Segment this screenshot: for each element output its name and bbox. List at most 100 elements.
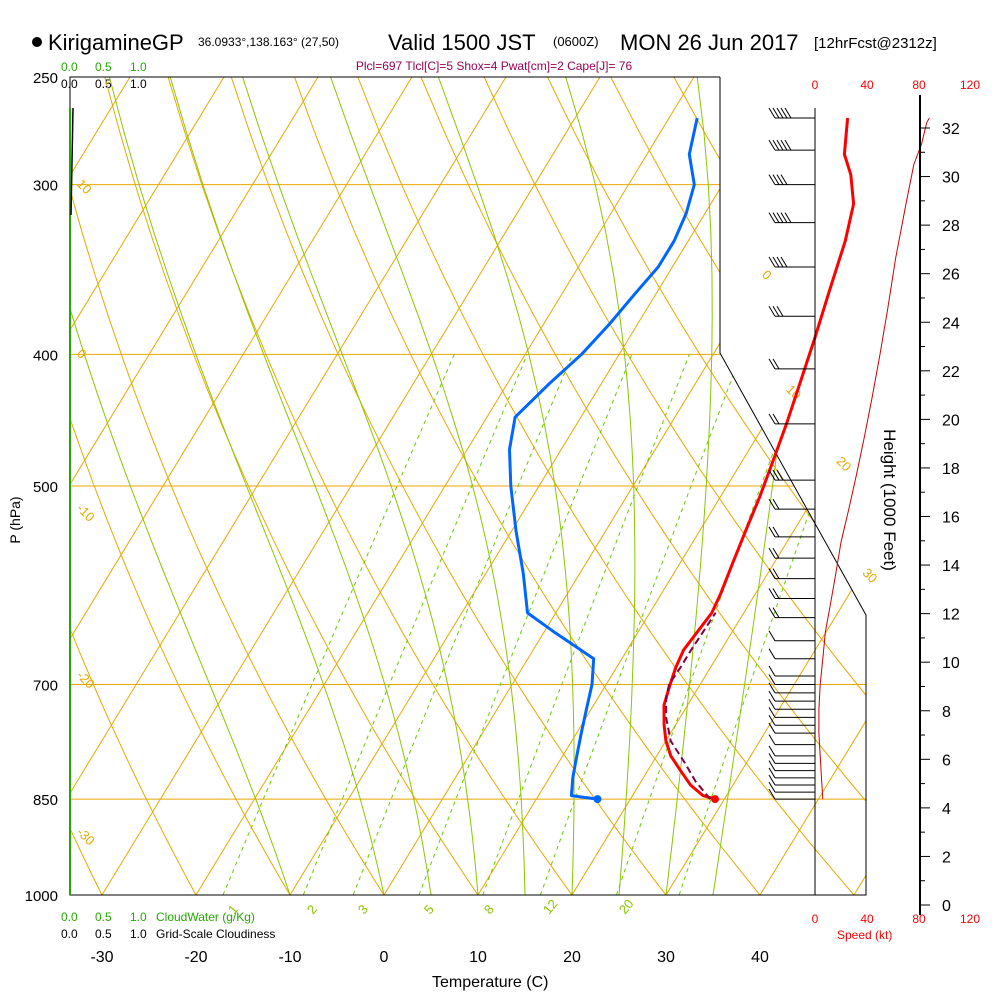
cloud-scale-bottom: 0.0 0.5 1.0 CloudWater (g/Kg) 0.0 0.5 1.… — [61, 910, 275, 941]
wind-barb-29 — [769, 768, 815, 778]
height-label-10: 10 — [942, 655, 960, 672]
wind-barb-9 — [769, 499, 815, 509]
cw-top-0: 0.0 — [61, 60, 78, 74]
marker-surface-temp — [711, 795, 719, 803]
temp-tick-20: 20 — [563, 949, 581, 966]
speed-axis-title: Speed (kt) — [837, 928, 892, 942]
height-label-8: 8 — [942, 704, 951, 721]
pressure-tick-500: 500 — [33, 479, 58, 496]
y-axis-title: P (hPa) — [7, 496, 23, 543]
cl-bot-1: 0.5 — [95, 927, 112, 941]
dry-adiabat-120 — [800, 77, 1000, 895]
barb-flag — [769, 691, 775, 701]
mixing-label-8: 8 — [481, 902, 497, 917]
height-label-28: 28 — [942, 218, 960, 235]
isotherm-label-0: 10 — [74, 176, 95, 197]
barb-flag — [769, 675, 775, 685]
speed-tick-top-120: 120 — [960, 78, 980, 92]
isotherm-40 — [760, 77, 1000, 895]
cw-top-2: 1.0 — [130, 60, 147, 74]
header-valid: Valid 1500 JST — [388, 30, 536, 55]
mixing-ratio-5 — [419, 354, 632, 895]
params-line: Plcl=697 Tlcl[C]=5 Shox=4 Pwat[cm]=2 Cap… — [356, 59, 633, 73]
speed-tick-bottom-0: 0 — [812, 912, 819, 926]
height-label-6: 6 — [942, 752, 951, 769]
wind-barb-14 — [769, 608, 815, 618]
cw-bot-0: 0.0 — [61, 910, 78, 924]
pressure-tick-850: 850 — [33, 792, 58, 809]
cl-top-2: 1.0 — [130, 77, 147, 91]
mixing-ratio-2 — [303, 354, 527, 895]
height-label-32: 32 — [942, 121, 960, 138]
speed-tick-top-40: 40 — [860, 78, 874, 92]
wind-barb-16 — [769, 649, 815, 659]
cloud-scale-top: 0.0 0.5 1.0 0.0 0.5 1.0 — [61, 60, 147, 91]
wind-barb-0 — [769, 108, 815, 118]
speed-tick-bottom-40: 40 — [860, 912, 874, 926]
wind-barb-25 — [769, 735, 815, 745]
isotherm-label-1: 0 — [74, 346, 90, 362]
mixing-label-12: 12 — [540, 896, 561, 917]
wind-barb-31 — [769, 782, 815, 792]
height-label-20: 20 — [942, 412, 960, 429]
pressure-tick-1000: 1000 — [25, 888, 58, 905]
wind-barb-4 — [769, 257, 815, 267]
mixing-ratio-12 — [540, 354, 741, 895]
wind-barb-30 — [769, 775, 815, 785]
barb-flag — [769, 631, 775, 641]
temp-tick--10: -10 — [278, 949, 301, 966]
cw-top-1: 0.5 — [95, 60, 112, 74]
height-label-12: 12 — [942, 607, 960, 624]
temp-tick-10: 10 — [469, 949, 487, 966]
temp-tick-0: 0 — [380, 949, 389, 966]
diagram-grid — [0, 77, 1000, 895]
isotherm-label-5: 0 — [759, 267, 775, 283]
pressure-tick-300: 300 — [33, 178, 58, 195]
wind-speed-profile — [819, 118, 930, 799]
height-label-18: 18 — [942, 461, 960, 478]
barb-flag — [769, 735, 775, 745]
height-label-4: 4 — [942, 801, 951, 818]
speed-tick-top-0: 0 — [812, 78, 819, 92]
wind-barb-1 — [769, 140, 815, 150]
height-label-24: 24 — [942, 315, 960, 332]
wind-barb-28 — [769, 761, 815, 771]
header-zulu: (0600Z) — [553, 34, 599, 49]
wind-barb-15 — [769, 631, 815, 641]
barb-flag — [769, 666, 775, 676]
marker-surface-dewp — [593, 795, 601, 803]
temp-tick--20: -20 — [184, 949, 207, 966]
wind-barb-12 — [769, 569, 815, 579]
wind-barb-23 — [769, 715, 815, 725]
isotherm-60 — [948, 77, 1000, 895]
wind-barb-8 — [769, 470, 815, 480]
wind-barb-26 — [769, 746, 815, 756]
height-label-0: 0 — [942, 898, 951, 915]
pressure-tick-700: 700 — [33, 678, 58, 695]
speed-tick-top-80: 80 — [912, 78, 926, 92]
height-label-16: 16 — [942, 510, 960, 527]
height-label-30: 30 — [942, 170, 960, 187]
mixing-label-2: 2 — [304, 902, 320, 917]
height-label-22: 22 — [942, 364, 960, 381]
barb-flag — [769, 649, 775, 659]
mixing-label-20: 20 — [616, 896, 637, 917]
wind-barb-3 — [769, 213, 815, 223]
header-site: KirigamineGP — [48, 30, 184, 55]
temp-tick--30: -30 — [90, 949, 113, 966]
wind-barb-17 — [769, 666, 815, 676]
mixing-ratio-1 — [223, 354, 454, 895]
header-fcst: [12hrFcst@2312z] — [814, 35, 937, 52]
dry-adiabat-140 — [927, 77, 1000, 895]
wind-barb-10 — [769, 527, 815, 537]
wind-barb-27 — [769, 753, 815, 763]
wind-barb-2 — [769, 175, 815, 185]
wind-barb-11 — [769, 548, 815, 558]
isotherm--90 — [0, 77, 36, 895]
header-bullet — [32, 37, 42, 47]
cl-bot-0: 0.0 — [61, 927, 78, 941]
mixing-label-5: 5 — [421, 902, 437, 917]
